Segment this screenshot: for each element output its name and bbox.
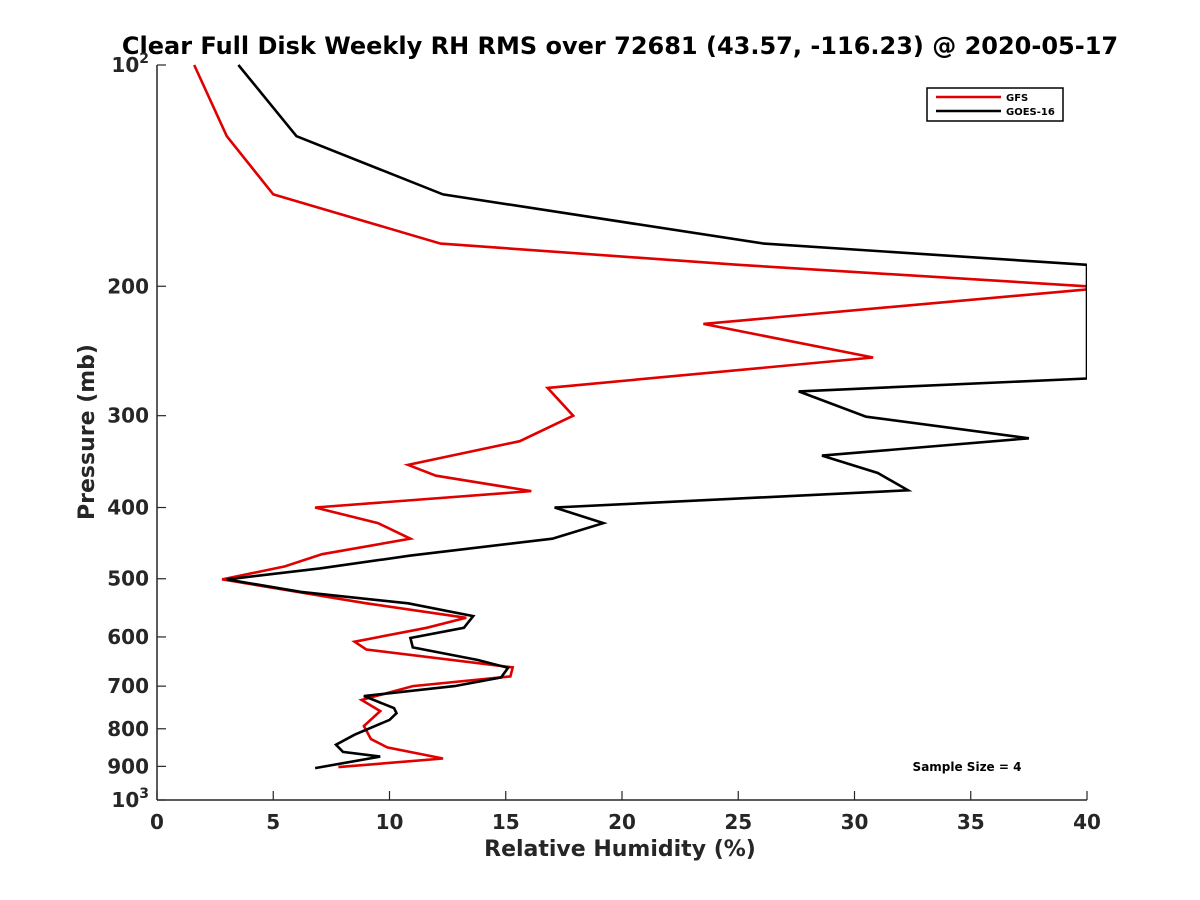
legend-box — [926, 87, 1064, 122]
y-tick-label: 300 — [107, 404, 149, 428]
y-tick-label: 700 — [107, 674, 149, 698]
legend: GFS GOES-16 — [926, 87, 1064, 122]
x-tick-label: 5 — [266, 810, 280, 834]
x-tick-label: 20 — [608, 810, 636, 834]
sample-size-annotation: Sample Size = 4 — [913, 760, 1022, 774]
y-tick-label: 200 — [107, 274, 149, 298]
x-axis-label: Relative Humidity (%) — [484, 837, 756, 862]
y-tick-label: 102 — [111, 51, 149, 77]
x-tick-label: 15 — [492, 810, 520, 834]
legend-label-goes-16: GOES-16 — [1006, 107, 1055, 118]
plot-area: 0 5 10 15 20 25 30 35 40 102 200 300 400 500 600 700 800… — [107, 51, 1101, 834]
x-tick-label: 40 — [1073, 810, 1101, 834]
x-tick-label: 35 — [957, 810, 985, 834]
y-tick-label: 500 — [107, 567, 149, 591]
y-tick-label: 800 — [107, 717, 149, 741]
x-tick-label: 30 — [841, 810, 869, 834]
x-tick-label: 10 — [376, 810, 404, 834]
y-tick-label: 103 — [111, 786, 149, 812]
x-tick-label: 25 — [724, 810, 752, 834]
series-line-goes-16 — [226, 64, 1087, 770]
y-axis-label: Pressure (mb) — [75, 344, 100, 520]
legend-label-gfs: GFS — [1006, 93, 1028, 104]
series-line-gfs — [193, 64, 1087, 769]
chart-title: Clear Full Disk Weekly RH RMS over 72681… — [122, 32, 1118, 60]
y-tick-label: 600 — [107, 625, 149, 649]
y-tick-label: 400 — [107, 496, 149, 520]
y-tick-label: 900 — [107, 754, 149, 778]
x-tick-label: 0 — [150, 810, 164, 834]
